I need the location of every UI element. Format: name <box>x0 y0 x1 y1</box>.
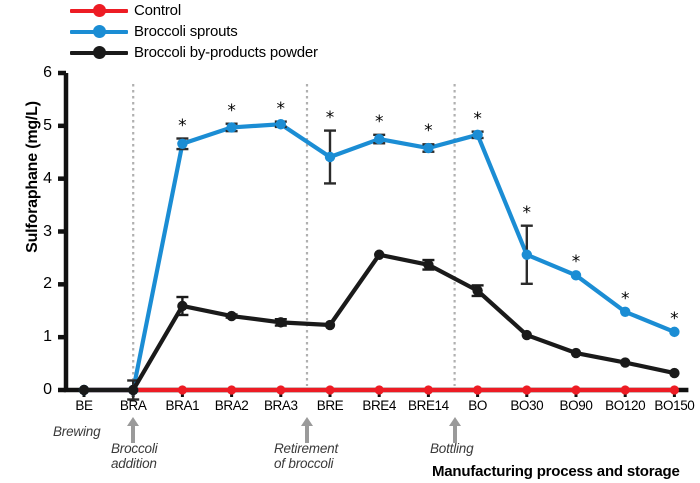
significance-star: * <box>522 202 532 223</box>
data-point <box>177 138 188 149</box>
data-point <box>275 317 286 328</box>
x-tick-label-bra2: BRA2 <box>214 398 249 413</box>
annotation-retirement-of-broccoli: Retirement of broccoli <box>274 441 339 471</box>
x-tick-label-bra3: BRA3 <box>263 398 298 413</box>
x-tick-label-bo: BO <box>468 398 487 413</box>
annotation-brewing: Brewing <box>53 424 101 439</box>
legend-item-sprouts: Broccoli sprouts <box>70 21 318 42</box>
annotation-broccoli-addition: Broccoli addition <box>111 441 158 471</box>
data-point <box>669 326 680 338</box>
y-tick-label-5: 5 <box>43 116 52 134</box>
data-point <box>423 142 434 154</box>
y-tick-label-1: 1 <box>43 328 52 346</box>
x-tick-label-bre14: BRE14 <box>408 398 449 413</box>
y-tick-label-2: 2 <box>43 275 52 293</box>
x-tick-label-bra: BRA <box>119 398 147 413</box>
data-point <box>521 249 532 260</box>
significance-star: * <box>670 308 679 329</box>
data-point <box>522 385 532 395</box>
data-point <box>473 385 483 395</box>
data-point <box>521 329 532 341</box>
data-point <box>128 384 139 396</box>
data-point <box>177 300 188 312</box>
significance-star: * <box>325 107 335 128</box>
data-point <box>374 133 385 145</box>
significance-star: * <box>178 115 187 136</box>
legend-swatch-sprouts <box>70 21 128 42</box>
legend-item-control: Control <box>70 0 318 21</box>
data-point <box>374 249 385 260</box>
data-point <box>423 259 434 270</box>
data-point <box>669 385 680 395</box>
data-point <box>423 385 433 395</box>
significance-star: * <box>227 100 236 121</box>
data-point <box>78 384 90 396</box>
series-broccoli-by-products-powder <box>78 249 680 396</box>
data-point <box>324 319 336 331</box>
y-tick-label-3: 3 <box>43 222 52 240</box>
y-tick-label-6: 6 <box>43 64 52 81</box>
data-point <box>570 347 582 359</box>
data-point <box>276 385 286 395</box>
data-point <box>669 367 680 379</box>
significance-star: * <box>473 108 482 129</box>
process-arrow-icon <box>301 417 313 443</box>
legend-item-powder: Broccoli by-products powder <box>70 42 318 63</box>
data-point <box>620 385 630 395</box>
data-point <box>226 310 237 322</box>
annotation-bottling: Bottling <box>430 441 474 456</box>
data-point <box>571 385 581 395</box>
data-point <box>226 122 237 133</box>
legend-swatch-control <box>70 0 128 21</box>
significance-star: * <box>374 111 384 132</box>
data-point <box>227 385 237 395</box>
y-tick-label-0: 0 <box>43 381 52 398</box>
x-tick-label-be: BE <box>75 398 93 413</box>
x-tick-label-bo150: BO150 <box>654 398 695 413</box>
significance-star: * <box>424 121 433 142</box>
legend-swatch-powder <box>70 42 128 63</box>
x-tick-label-bo90: BO90 <box>559 398 593 413</box>
series-control <box>79 385 680 395</box>
process-arrow-icon <box>448 417 461 443</box>
data-point <box>275 119 286 130</box>
data-point <box>472 129 483 141</box>
significance-star: * <box>620 288 630 309</box>
chart-legend: Control Broccoli sprouts Broccoli by-pro… <box>70 0 318 63</box>
data-point <box>472 285 483 296</box>
legend-label-sprouts: Broccoli sprouts <box>134 23 238 40</box>
significance-star: * <box>276 98 286 119</box>
x-tick-label-bra1: BRA1 <box>165 398 200 413</box>
y-tick-label-4: 4 <box>43 169 52 187</box>
legend-label-control: Control <box>134 2 181 19</box>
data-point <box>177 385 187 395</box>
data-point <box>620 357 631 368</box>
data-point <box>620 306 631 318</box>
data-point <box>324 151 336 163</box>
legend-label-powder: Broccoli by-products powder <box>134 44 318 61</box>
series-broccoli-sprouts <box>78 119 680 401</box>
data-point <box>325 385 335 395</box>
x-tick-label-bre4: BRE4 <box>362 398 397 413</box>
process-arrow-icon <box>127 417 140 443</box>
significance-star: * <box>571 252 581 273</box>
x-tick-label-bre: BRE <box>316 398 344 413</box>
data-point <box>570 270 582 281</box>
x-tick-label-bo30: BO30 <box>510 398 544 413</box>
x-tick-label-bo120: BO120 <box>605 398 646 413</box>
data-point <box>374 385 384 395</box>
x-axis-title: Manufacturing process and storage <box>432 463 680 480</box>
